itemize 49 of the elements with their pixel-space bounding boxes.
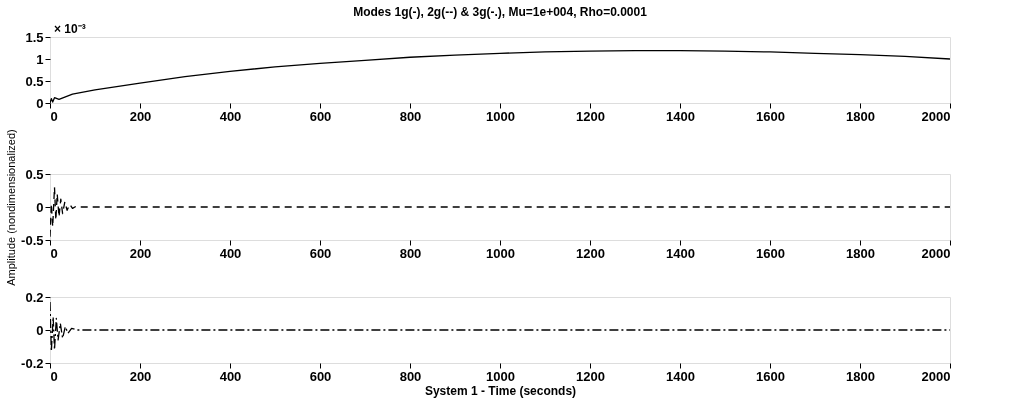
x-tick-label: 1000 xyxy=(486,108,515,124)
y-tick-label: 0 xyxy=(36,95,44,111)
y-tick-label: -0.2 xyxy=(21,355,44,371)
x-tick-label: 2000 xyxy=(921,245,951,261)
x-tick-label: 1200 xyxy=(576,108,605,124)
x-tick-label: 400 xyxy=(219,245,242,261)
x-tick-label: 1400 xyxy=(666,368,695,384)
x-tick-label: 1400 xyxy=(666,245,695,261)
line-series xyxy=(50,301,950,353)
x-tick-label: 1800 xyxy=(846,245,875,261)
x-tick-label: 800 xyxy=(399,108,422,124)
x-tick-label: 1200 xyxy=(576,368,605,384)
y-tick-label: -0.5 xyxy=(21,232,44,248)
line-series xyxy=(50,186,950,238)
y-tick-label: 0.5 xyxy=(25,73,44,89)
y-tick-label: 0 xyxy=(36,322,44,338)
x-tick-label: 600 xyxy=(309,245,332,261)
y-tick-label: 0.2 xyxy=(25,289,44,305)
x-tick-label: 2000 xyxy=(921,108,951,124)
chart-title: Modes 1g(-), 2g(--) & 3g(-.), Mu=1e+004, Rho=0.0001 xyxy=(353,5,648,19)
y-tick-label: 1 xyxy=(36,51,44,67)
x-tick-label: 0 xyxy=(50,108,58,124)
x-tick-label: 200 xyxy=(129,368,152,384)
x-tick-label: 1600 xyxy=(756,108,785,124)
x-tick-label: 1800 xyxy=(846,108,875,124)
y-tick-label: 0 xyxy=(36,199,44,215)
x-tick-label: 400 xyxy=(219,108,242,124)
x-tick-label: 2000 xyxy=(921,368,951,384)
x-tick-label: 200 xyxy=(129,108,152,124)
x-tick-label: 1200 xyxy=(576,245,605,261)
y-tick-label: 0.5 xyxy=(25,166,44,182)
x-tick-label: 1000 xyxy=(486,368,515,384)
x-tick-label: 800 xyxy=(399,368,422,384)
x-tick-label: 1600 xyxy=(756,245,785,261)
y-tick-label: 1.5 xyxy=(25,29,44,45)
x-tick-label: 1800 xyxy=(846,368,875,384)
x-tick-label: 600 xyxy=(309,368,332,384)
y-axis-title: Amplitude (nondimensionalized) xyxy=(5,129,18,286)
x-tick-label: 400 xyxy=(219,368,242,384)
x-tick-label: 800 xyxy=(399,245,422,261)
x-tick-label: 1400 xyxy=(666,108,695,124)
x-tick-label: 600 xyxy=(309,108,332,124)
x-tick-label: 1000 xyxy=(486,245,515,261)
x-tick-label: 0 xyxy=(50,245,58,261)
x-tick-label: 0 xyxy=(50,368,58,384)
text: × 10⁻³ xyxy=(54,22,86,36)
x-tick-label: 1600 xyxy=(756,368,785,384)
x-axis-title: System 1 - Time (seconds) xyxy=(424,383,577,398)
x-tick-label: 200 xyxy=(129,245,152,261)
